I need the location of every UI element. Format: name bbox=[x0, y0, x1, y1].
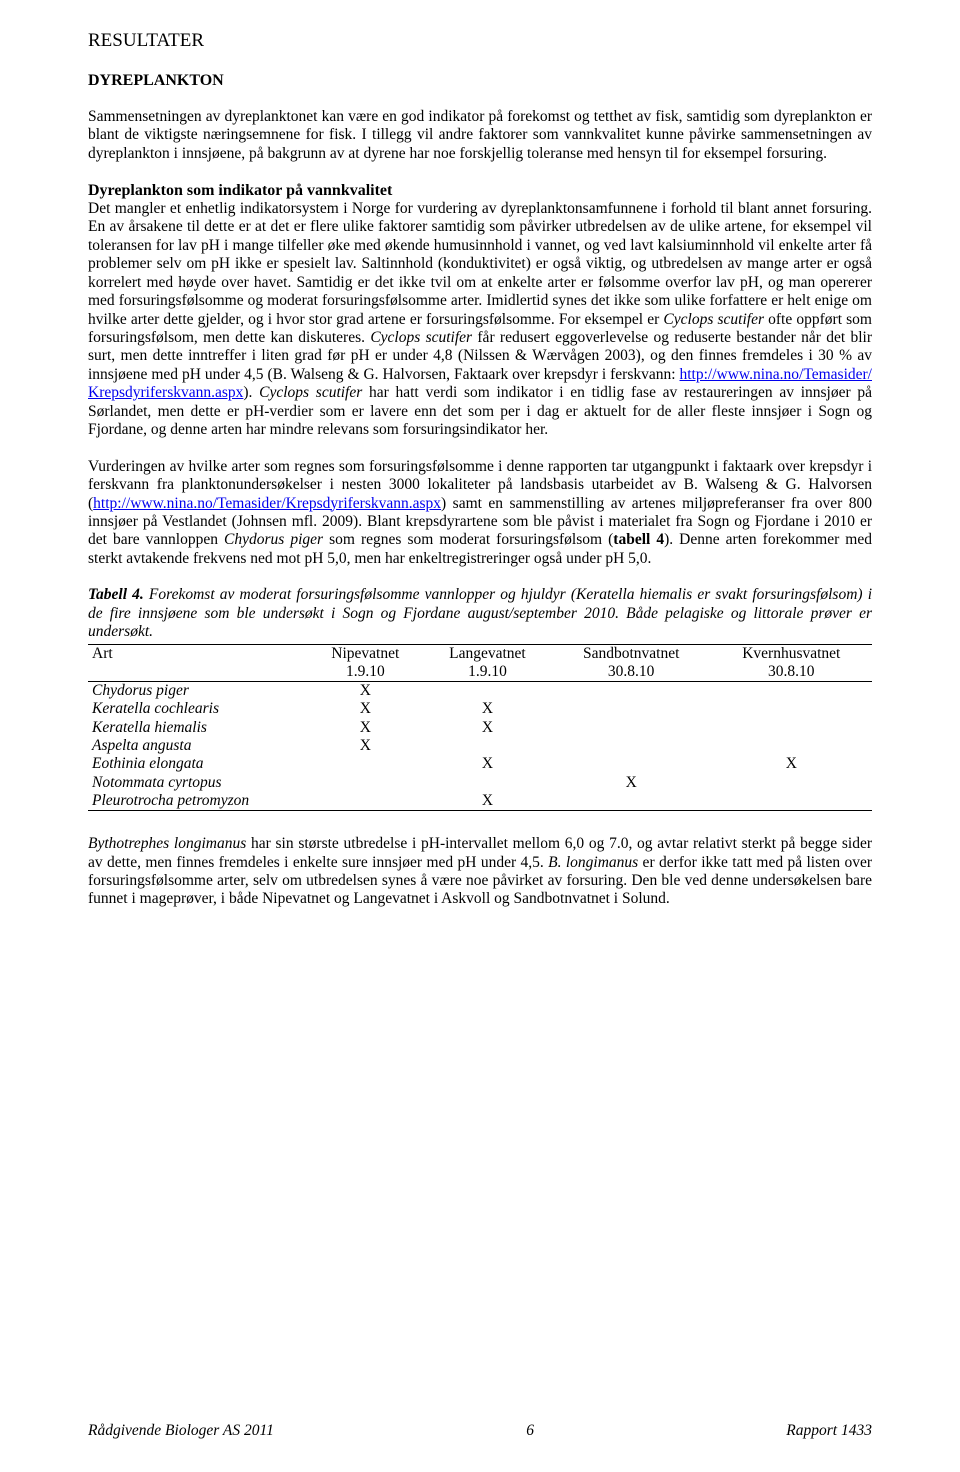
cell bbox=[552, 682, 711, 701]
cell bbox=[423, 737, 552, 755]
footer-right: Rapport 1433 bbox=[786, 1422, 872, 1440]
cell bbox=[711, 737, 872, 755]
cell-art: Keratella cochlearis bbox=[88, 700, 308, 718]
col-date bbox=[88, 663, 308, 682]
table-row: Notommata cyrtopus X bbox=[88, 774, 872, 792]
species: Cyclops scutifer bbox=[370, 329, 472, 346]
cell bbox=[711, 682, 872, 701]
cell: X bbox=[423, 792, 552, 811]
cell bbox=[711, 700, 872, 718]
col-kvernhusvatnet: Kvernhusvatnet bbox=[711, 644, 872, 663]
cell: X bbox=[711, 755, 872, 773]
paragraph-3: Vurderingen av hvilke arter som regnes s… bbox=[88, 458, 872, 569]
table-row: Keratella cochlearis X X bbox=[88, 700, 872, 718]
table-caption-text: Forekomst av moderat forsuringsfølsomme … bbox=[88, 586, 872, 640]
cell bbox=[423, 774, 552, 792]
paragraph-4: Bythotrephes longimanus har sin største … bbox=[88, 835, 872, 909]
cell: X bbox=[423, 755, 552, 773]
cell: X bbox=[308, 682, 424, 701]
table-ref: tabell 4 bbox=[613, 531, 664, 548]
heading-dyreplankton: DYREPLANKTON bbox=[88, 71, 872, 90]
cell bbox=[711, 719, 872, 737]
cell: X bbox=[423, 700, 552, 718]
cell: X bbox=[308, 700, 424, 718]
col-date: 30.8.10 bbox=[711, 663, 872, 682]
table-4-caption: Tabell 4. Forekomst av moderat forsuring… bbox=[88, 586, 872, 641]
cell-art: Aspelta angusta bbox=[88, 737, 308, 755]
cell bbox=[552, 719, 711, 737]
table-label: Tabell 4. bbox=[88, 586, 144, 603]
cell: X bbox=[308, 737, 424, 755]
table-row: Chydorus piger X bbox=[88, 682, 872, 701]
col-nipevatnet: Nipevatnet bbox=[308, 644, 424, 663]
cell bbox=[552, 755, 711, 773]
col-date: 30.8.10 bbox=[552, 663, 711, 682]
col-date: 1.9.10 bbox=[308, 663, 424, 682]
table-row: Eothinia elongata X X bbox=[88, 755, 872, 773]
intro-paragraph: Sammensetningen av dyreplanktonet kan væ… bbox=[88, 108, 872, 163]
species: Bythotrephes longimanus bbox=[88, 835, 246, 852]
species: Chydorus piger bbox=[224, 531, 323, 548]
cell: X bbox=[308, 719, 424, 737]
table-row: Keratella hiemalis X X bbox=[88, 719, 872, 737]
cell bbox=[711, 792, 872, 811]
cell bbox=[423, 682, 552, 701]
cell bbox=[552, 700, 711, 718]
cell-art: Eothinia elongata bbox=[88, 755, 308, 773]
heading-indikator: Dyreplankton som indikator på vannkvalit… bbox=[88, 181, 872, 200]
text: ). bbox=[243, 384, 259, 401]
cell-art: Chydorus piger bbox=[88, 682, 308, 701]
text: Det mangler et enhetlig indikatorsystem … bbox=[88, 200, 872, 328]
page-footer: Rådgivende Biologer AS 2011 6 Rapport 14… bbox=[88, 1422, 872, 1440]
cell-art: Notommata cyrtopus bbox=[88, 774, 308, 792]
species: Cyclops scutifer bbox=[663, 311, 764, 328]
cell: X bbox=[552, 774, 711, 792]
species: B. longimanus bbox=[548, 854, 638, 871]
text: som regnes som moderat forsuringsfølsom … bbox=[323, 531, 613, 548]
cell bbox=[308, 792, 424, 811]
footer-page-number: 6 bbox=[526, 1422, 534, 1440]
heading-resultater: RESULTATER bbox=[88, 30, 872, 53]
cell bbox=[552, 737, 711, 755]
cell bbox=[308, 755, 424, 773]
cell bbox=[308, 774, 424, 792]
species: Cyclops scutifer bbox=[259, 384, 362, 401]
col-langevatnet: Langevatnet bbox=[423, 644, 552, 663]
col-date: 1.9.10 bbox=[423, 663, 552, 682]
table-4: Art Nipevatnet Langevatnet Sandbotnvatne… bbox=[88, 644, 872, 812]
table-row: Pleurotrocha petromyzon X bbox=[88, 792, 872, 811]
col-art: Art bbox=[88, 644, 308, 663]
table-row: Aspelta angusta X bbox=[88, 737, 872, 755]
col-sandbotnvatnet: Sandbotnvatnet bbox=[552, 644, 711, 663]
cell-art: Keratella hiemalis bbox=[88, 719, 308, 737]
cell: X bbox=[423, 719, 552, 737]
cell bbox=[711, 774, 872, 792]
paragraph-2: Det mangler et enhetlig indikatorsystem … bbox=[88, 200, 872, 440]
cell bbox=[552, 792, 711, 811]
link-nina-2[interactable]: http://www.nina.no/Temasider/Krepsdyrife… bbox=[93, 495, 441, 512]
footer-left: Rådgivende Biologer AS 2011 bbox=[88, 1422, 274, 1440]
cell-art: Pleurotrocha petromyzon bbox=[88, 792, 308, 811]
